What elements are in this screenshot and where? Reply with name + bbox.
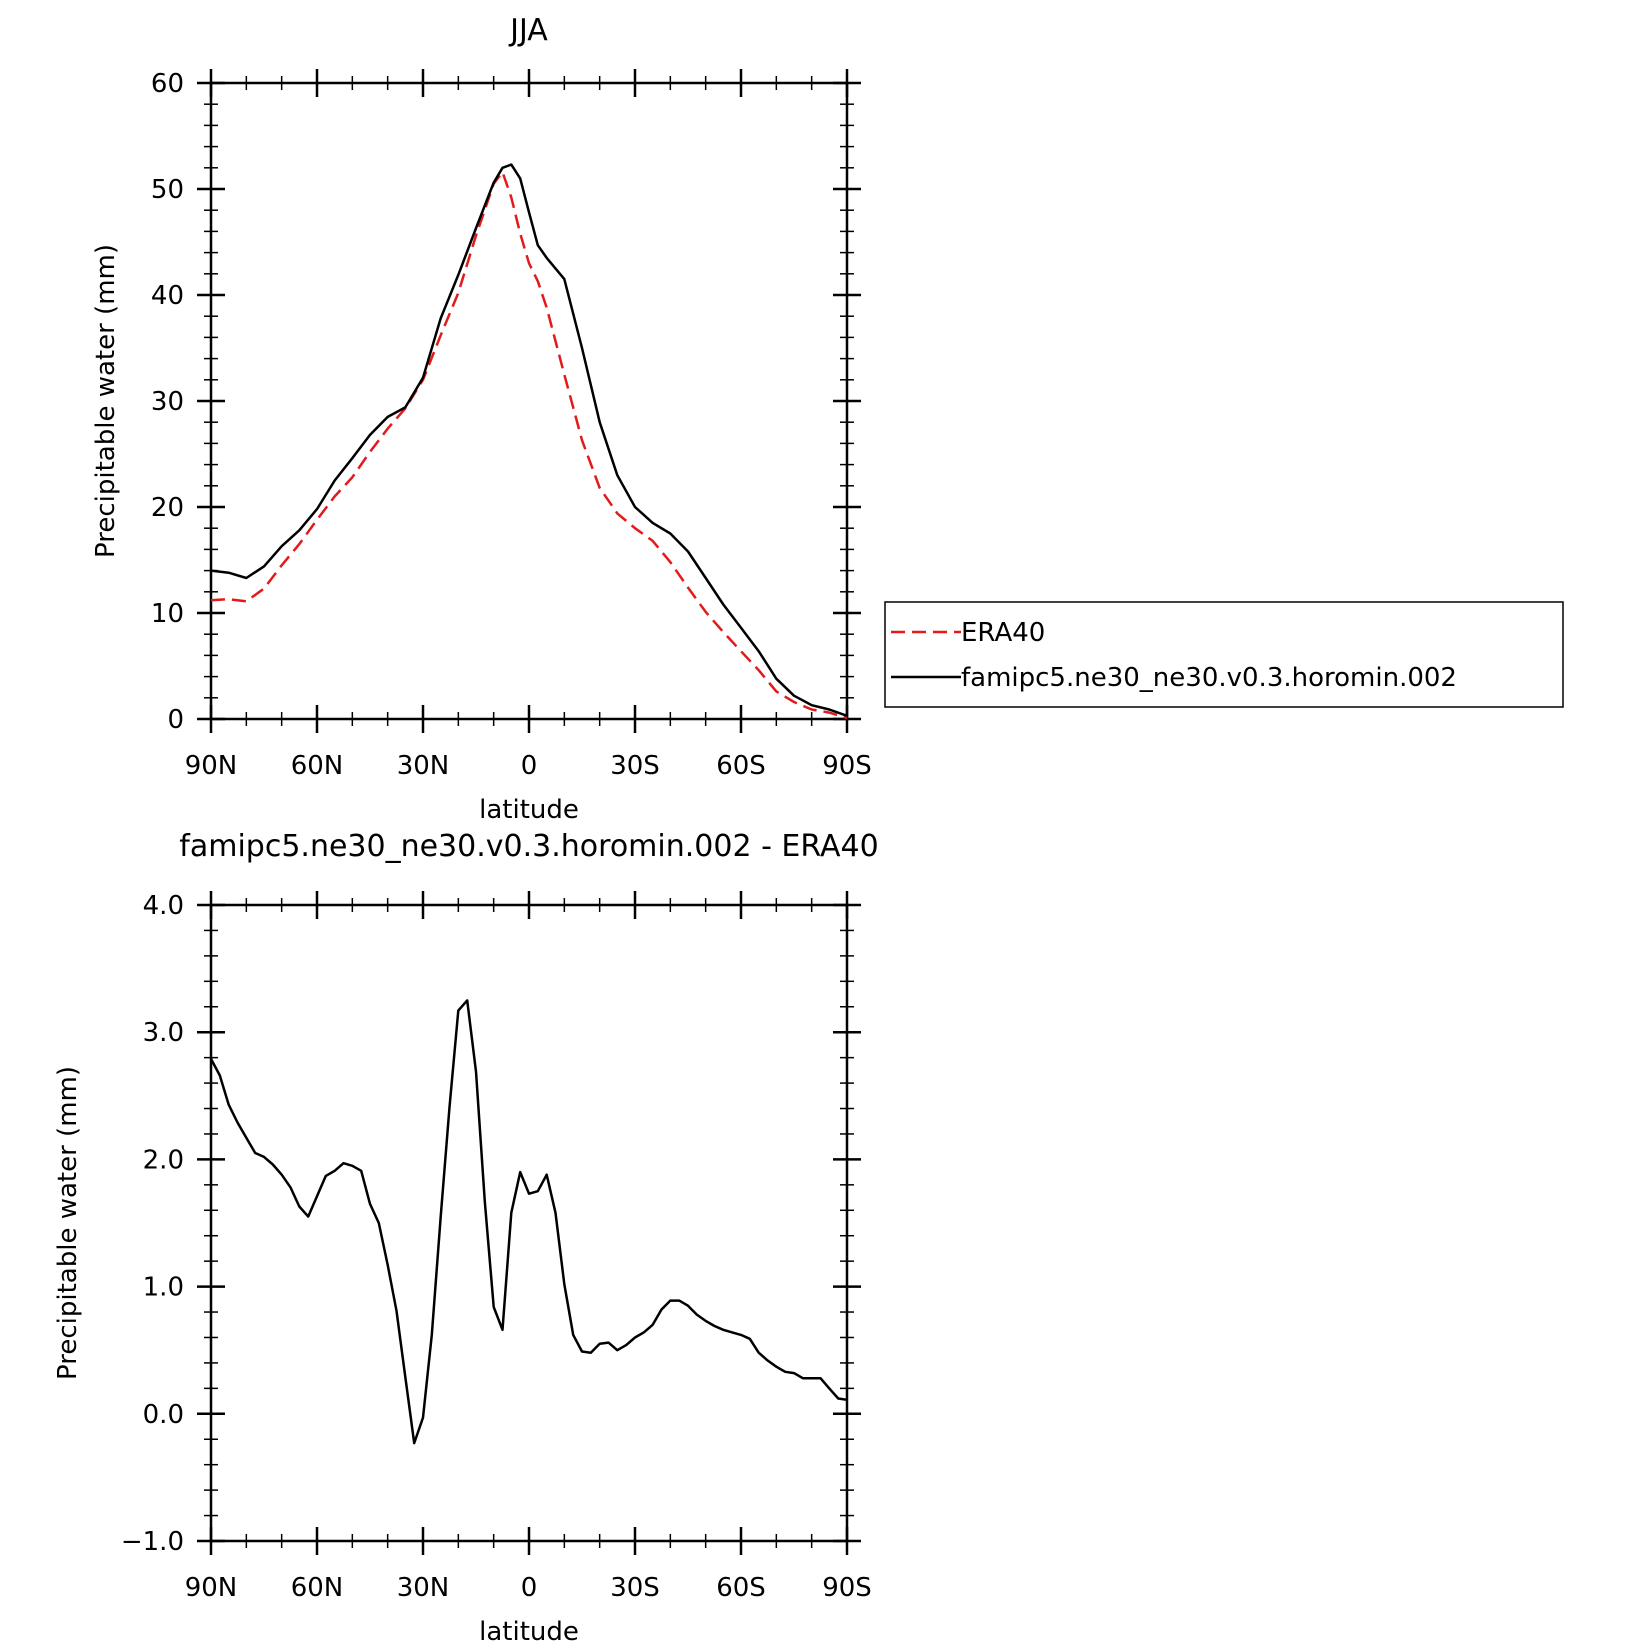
x-tick-label: 60S — [716, 1573, 766, 1603]
y-tick-label: −1.0 — [121, 1527, 184, 1557]
y-tick-label: 4.0 — [143, 891, 184, 921]
bottom-axis-ticks — [197, 891, 861, 1555]
y-tick-label: 20 — [151, 493, 184, 523]
bottom-y-tick-labels: −1.0 0.0 1.0 2.0 3.0 4.0 — [121, 891, 184, 1557]
legend-box — [884, 601, 1564, 708]
y-tick-label: 0.0 — [143, 1400, 184, 1430]
legend-label-model: famipc5.ne30_ne30.v0.3.horomin.002 — [961, 663, 1457, 693]
top-chart-title: JJA — [508, 13, 548, 48]
x-tick-label: 30S — [610, 1573, 660, 1603]
top-x-tick-labels: 90N 60N 30N 0 30S 60S 90S — [185, 751, 872, 781]
y-tick-label: 0 — [167, 705, 184, 735]
y-tick-label: 50 — [151, 175, 184, 205]
x-tick-label: 60N — [291, 751, 344, 781]
top-plot-frame — [209, 81, 849, 721]
series-line-difference — [209, 999, 848, 1445]
x-tick-label: 30N — [397, 751, 450, 781]
legend-label-era40: ERA40 — [961, 618, 1045, 648]
x-tick-label: 90N — [185, 1573, 238, 1603]
bottom-plot-frame — [209, 903, 849, 1543]
x-tick-label: 90S — [822, 1573, 872, 1603]
series-line-model — [210, 163, 848, 717]
series-line-era40 — [210, 170, 848, 720]
x-tick-label: 60S — [716, 751, 766, 781]
bottom-x-tick-labels: 90N 60N 30N 0 30S 60S 90S — [185, 1573, 872, 1603]
x-tick-label: 30N — [397, 1573, 450, 1603]
top-x-axis-label: latitude — [479, 795, 579, 825]
top-y-tick-labels: 0 10 20 30 40 50 60 — [151, 69, 184, 735]
x-tick-label: 30S — [610, 751, 660, 781]
x-tick-label: 0 — [521, 751, 538, 781]
top-y-axis-label: Precipitable water (mm) — [91, 244, 121, 558]
legend: ERA40 famipc5.ne30_ne30.v0.3.horomin.002 — [884, 601, 1564, 708]
y-tick-label: 30 — [151, 387, 184, 417]
bottom-chart-panel: famipc5.ne30_ne30.v0.3.horomin.002 - ERA… — [53, 829, 879, 1647]
y-tick-label: 40 — [151, 281, 184, 311]
y-tick-label: 2.0 — [143, 1145, 184, 1175]
x-tick-label: 90N — [185, 751, 238, 781]
y-tick-label: 1.0 — [143, 1273, 184, 1303]
bottom-chart-title: famipc5.ne30_ne30.v0.3.horomin.002 - ERA… — [179, 829, 878, 864]
top-axis-ticks — [197, 69, 861, 733]
y-tick-label: 60 — [151, 69, 184, 99]
x-tick-label: 90S — [822, 751, 872, 781]
top-chart-panel: JJA 0 10 20 30 40 50 60 90N 60N 30N 0 30S 60S 90S la… — [91, 13, 872, 825]
bottom-y-axis-label: Precipitable water (mm) — [53, 1066, 83, 1380]
bottom-x-axis-label: latitude — [479, 1617, 579, 1647]
x-tick-label: 60N — [291, 1573, 344, 1603]
y-tick-label: 10 — [151, 599, 184, 629]
x-tick-label: 0 — [521, 1573, 538, 1603]
y-tick-label: 3.0 — [143, 1018, 184, 1048]
